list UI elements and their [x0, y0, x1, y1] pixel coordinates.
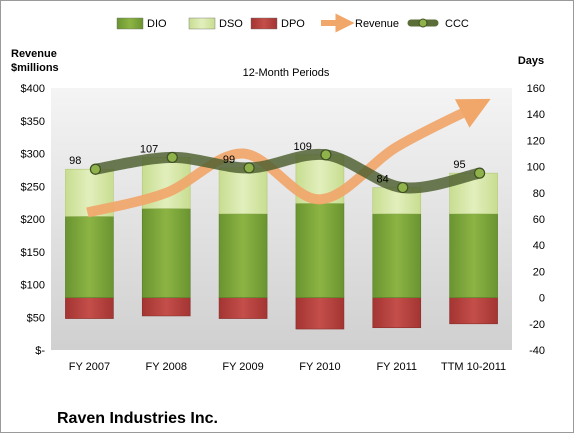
legend: DIO DSO DPO Revenue CCC [116, 13, 469, 33]
right-tick-label: -20 [529, 319, 545, 331]
x-tick-label: FY 2010 [299, 361, 340, 373]
left-tick-label: $50 [27, 312, 45, 324]
right-tick-label: 0 [539, 293, 545, 305]
left-tick-label: $200 [21, 214, 45, 226]
right-tick-label: -40 [529, 345, 545, 357]
bar-dpo [372, 297, 422, 329]
ccc-data-label: 109 [294, 141, 312, 153]
right-tick-label: 20 [533, 266, 545, 278]
left-tick-label: $400 [21, 83, 45, 95]
revenue-line [86, 98, 491, 218]
legend-label: DSO [219, 18, 243, 30]
bar-dio [449, 213, 498, 298]
bars-group [65, 154, 498, 330]
legend-item-dso: DSO [188, 17, 243, 30]
bar-dpo [218, 297, 268, 319]
left-axis-label-line1: Revenue [11, 48, 57, 60]
bar-dio [218, 213, 268, 298]
revenue-series [86, 98, 491, 218]
right-tick-label: 40 [533, 240, 545, 252]
x-tick-label: FY 2009 [222, 361, 263, 373]
right-tick-label: 120 [527, 135, 545, 147]
bar-dso [218, 167, 268, 215]
left-axis-ticks: $- $50 $100 $150 $200 $250 $300 $350 $400 [21, 83, 46, 357]
legend-item-ccc: CCC [407, 18, 469, 30]
left-tick-label: $250 [21, 181, 45, 193]
legend-swatch [116, 17, 144, 30]
right-tick-label: 60 [533, 214, 545, 226]
ccc-point [166, 151, 178, 164]
x-tick-label: FY 2008 [146, 361, 187, 373]
left-axis-label-line2: $millions [11, 62, 59, 74]
ccc-data-label: 84 [377, 174, 389, 186]
right-axis-ticks: -40 -20 0 20 40 60 80 100 120 140 160 [527, 83, 545, 357]
right-tick-label: 160 [527, 83, 545, 95]
left-tick-label: $- [35, 345, 45, 357]
ccc-series: 98 107 99 109 84 95 [69, 141, 486, 194]
legend-label: Revenue [355, 18, 399, 30]
legend-item-revenue: Revenue [321, 13, 399, 33]
x-tick-label: FY 2007 [69, 361, 110, 373]
ccc-data-label: 95 [453, 159, 465, 171]
right-axis-label: Days [518, 55, 544, 67]
left-tick-label: $150 [21, 247, 45, 259]
left-tick-label: $100 [21, 280, 45, 292]
bar-dio [372, 213, 422, 298]
ccc-point [473, 167, 486, 179]
legend-label: DIO [147, 18, 167, 30]
left-tick-label: $300 [21, 149, 45, 161]
ccc-point [397, 181, 409, 194]
ccc-point [89, 163, 102, 175]
bar-dpo [295, 297, 345, 330]
bar-dpo [65, 297, 114, 319]
legend-label: CCC [445, 18, 469, 30]
x-axis-labels: FY 2007 FY 2008 FY 2009 FY 2010 FY 2011 TTM 1… [69, 361, 506, 373]
legend-swatch [250, 17, 278, 30]
ccc-data-label: 99 [223, 154, 235, 166]
ccc-point [243, 162, 255, 174]
company-name: Raven Industries Inc. [57, 410, 218, 427]
bar-dpo [449, 297, 498, 325]
legend-label: DPO [281, 18, 305, 30]
bar-dpo [141, 297, 191, 317]
right-tick-label: 80 [533, 188, 545, 200]
left-tick-label: $350 [21, 116, 45, 128]
x-tick-label: FY 2011 [376, 361, 417, 373]
legend-item-dio: DIO [116, 17, 167, 30]
right-tick-label: 140 [527, 109, 545, 121]
legend-swatch [188, 17, 216, 30]
bar-dio [65, 216, 114, 298]
right-tick-label: 100 [527, 162, 545, 174]
bar-dio [141, 208, 191, 298]
chart-title: 12-Month Periods [243, 67, 330, 79]
x-tick-label: TTM 10-2011 [441, 361, 506, 373]
legend-item-dpo: DPO [250, 17, 305, 30]
ccc-point [320, 149, 332, 161]
bar-dio [295, 202, 345, 298]
ccc-data-label: 98 [69, 155, 81, 167]
legend-marker [418, 18, 428, 28]
ccc-data-label: 107 [140, 143, 158, 155]
